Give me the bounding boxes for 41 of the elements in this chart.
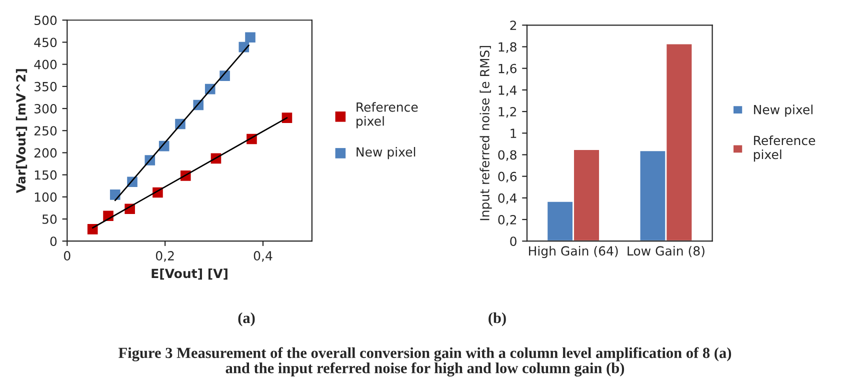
text: (a)	[238, 312, 255, 326]
x-tick-label: 0	[64, 251, 70, 260]
y-tick-label: 200	[34, 148, 57, 158]
y-tick-label: 450	[34, 38, 57, 48]
y-tick-label: 150	[34, 170, 57, 180]
y-tick-label: 0	[50, 236, 57, 246]
y-tick-label: 1,6	[498, 64, 516, 75]
y-tick-label: 1,2	[498, 107, 516, 118]
y-tick-label: 250	[34, 126, 57, 136]
y-tick-label: 2	[510, 20, 516, 30]
y-tick-label: 0,6	[498, 172, 516, 183]
y-tick-label: 0	[510, 236, 516, 246]
y-tick-label: 1	[510, 128, 516, 138]
y-tick-label: 1,8	[498, 42, 516, 53]
x-tick-label: Low Gain (8)	[628, 246, 704, 258]
caption: Figure 3 Measurement of the overall conversion gain with a column level amplification of 8 (a) and the input referred noise for high and low column gain (b)	[118, 347, 732, 377]
text: (b)	[488, 312, 506, 326]
y-tick-label: 0,8	[498, 150, 516, 161]
y-tick-label: 350	[34, 82, 57, 92]
legend-label: Reference pixel	[754, 136, 816, 162]
y-tick-label: 0,2	[498, 214, 516, 226]
y-axis-title: Var[Vout] [mV^2]	[16, 69, 28, 194]
legend-label: New pixel	[356, 146, 416, 160]
y-tick-label: 400	[34, 60, 57, 70]
x-tick-label: 0,2	[156, 251, 174, 262]
y-tick-label: 300	[34, 104, 57, 114]
y-tick-label: 100	[34, 192, 57, 202]
x-axis-title: E[Vout] [V]	[152, 268, 228, 280]
x-tick-label: High Gain (64)	[529, 246, 618, 258]
y-tick-label: 500	[34, 16, 57, 26]
legend-label: Reference pixel	[356, 102, 418, 128]
x-tick-label: 0,4	[254, 251, 272, 262]
point	[87, 224, 98, 234]
y-tick-label: 0,4	[498, 193, 517, 204]
point	[245, 32, 256, 43]
y-tick-label: 50	[42, 214, 57, 224]
y-axis-title: Input referred noise [e RMS]	[480, 46, 492, 220]
point	[110, 190, 120, 200]
legend-label: New pixel	[754, 104, 812, 117]
point	[282, 112, 292, 123]
y-tick-label: 1,4	[498, 86, 517, 96]
